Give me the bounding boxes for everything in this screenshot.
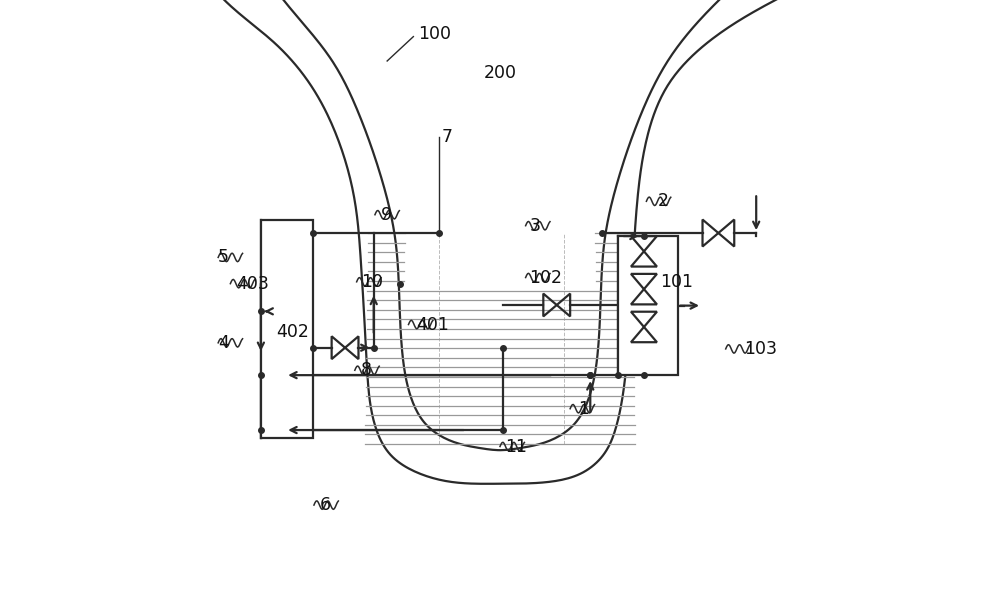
Text: 403: 403 bbox=[236, 274, 269, 293]
Text: 3: 3 bbox=[529, 217, 540, 235]
Text: 401: 401 bbox=[416, 315, 449, 334]
Text: 7: 7 bbox=[442, 128, 453, 146]
Text: 10: 10 bbox=[361, 273, 383, 291]
Text: 6: 6 bbox=[320, 496, 331, 514]
Text: 100: 100 bbox=[418, 24, 451, 43]
Text: 101: 101 bbox=[660, 273, 693, 291]
Text: 8: 8 bbox=[361, 361, 372, 379]
Text: 9: 9 bbox=[381, 206, 392, 224]
Text: 1: 1 bbox=[578, 400, 589, 418]
Text: 11: 11 bbox=[505, 437, 527, 456]
Text: 402: 402 bbox=[276, 323, 309, 342]
Text: 103: 103 bbox=[744, 340, 777, 358]
Text: 4: 4 bbox=[218, 334, 229, 352]
Bar bbox=[618, 236, 678, 375]
Text: 5: 5 bbox=[218, 248, 229, 267]
Bar bbox=[261, 220, 313, 438]
Text: 2: 2 bbox=[657, 192, 668, 210]
Text: 102: 102 bbox=[529, 268, 562, 287]
Text: 200: 200 bbox=[483, 64, 516, 82]
